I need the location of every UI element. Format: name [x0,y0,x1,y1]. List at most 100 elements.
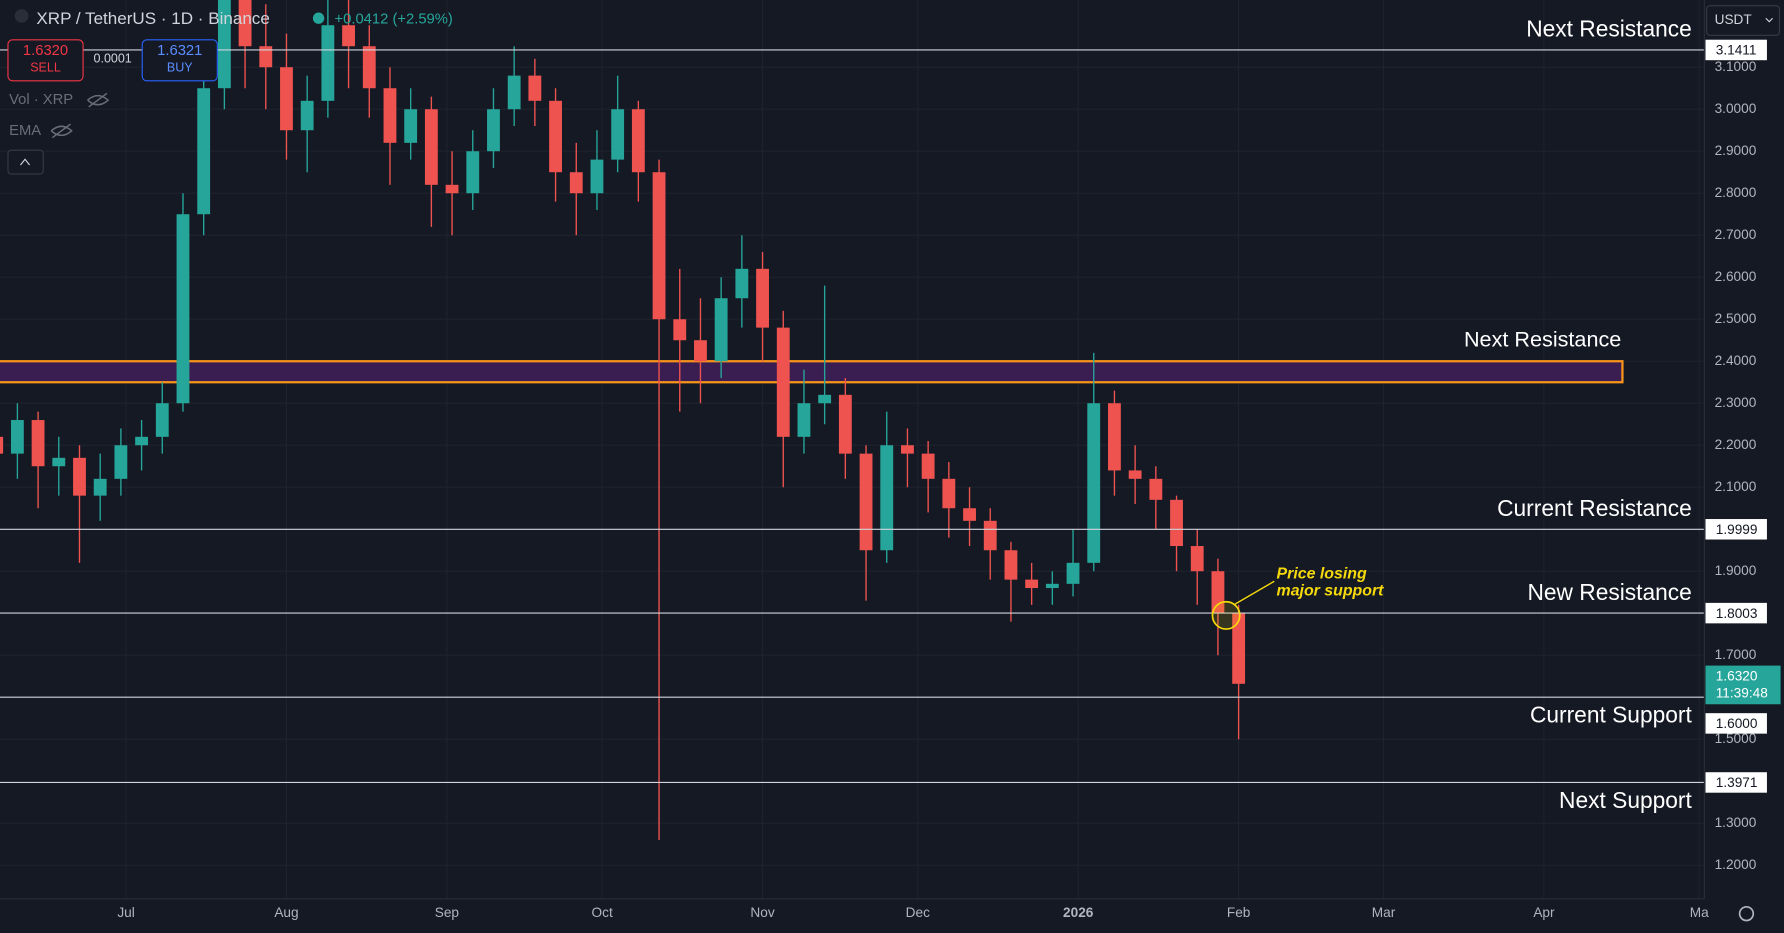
candle-body [280,67,293,131]
candle-body [1004,550,1018,580]
candle-body [942,478,956,509]
candle-body [963,508,976,521]
y-tick-label: 2.4000 [1715,353,1757,368]
sell-price: 1.6320 [23,43,68,59]
countdown: 11:39:48 [1716,686,1768,701]
level-price-label: 1.3971 [1716,775,1758,790]
candle-body [983,520,997,551]
hidden-icon[interactable] [87,92,110,108]
annotation-text: Price losing [1277,566,1367,583]
candle-body [631,109,645,173]
candle-body [590,159,604,194]
candle-body [114,445,128,479]
candle-body [321,25,335,101]
candle-body [1108,403,1121,471]
candle-body [1045,583,1059,589]
indicator-ema[interactable]: EMA [9,123,41,139]
x-tick-label: Aug [274,905,298,920]
level-price-box [1705,772,1767,793]
candle-body [31,420,45,467]
y-tick-label: 1.9000 [1715,563,1757,578]
collapse-button[interactable] [7,149,44,175]
candle-body [1232,613,1246,684]
x-tick-label: Jul [117,905,134,920]
candle-body [652,172,666,320]
x-tick-label: Sep [435,905,460,920]
candle-body [818,394,832,404]
candle-body [155,403,169,437]
candle-body [1025,579,1039,589]
buy-button[interactable] [141,39,218,82]
level-price-label: 1.8003 [1716,606,1758,621]
market-status [312,12,325,24]
x-tick-label: Apr [1533,905,1555,920]
y-tick-label: 1.5000 [1715,731,1757,746]
candle-body [776,327,790,437]
candle-body [176,214,190,404]
candle-body [694,340,707,362]
candle-body [549,100,562,173]
candle-body [735,268,749,299]
y-tick-label: 1.7000 [1715,647,1757,662]
candle-body [259,46,273,68]
y-tick-label: 2.7000 [1715,227,1757,242]
y-tick-label: 2.1000 [1715,479,1757,494]
symbol-title: XRP / TetherUS · 1D · Binance [36,9,269,28]
level-name: Next Support [1559,787,1692,813]
candle-body [135,436,148,446]
candle-body [611,109,625,160]
candle-body [673,319,687,341]
buy-price: 1.6321 [157,43,202,59]
candle-body [921,453,935,479]
candle-body [797,403,811,437]
candle-body [73,457,86,496]
candle-body [569,172,583,194]
sell-button[interactable] [7,39,84,82]
level-name: New Resistance [1527,579,1691,605]
indicator-vol[interactable]: Vol · XRP [9,92,73,108]
candle-body [1066,562,1080,584]
y-tick-label: 1.3000 [1715,815,1757,830]
candle-body [445,184,459,194]
candle-body [300,100,314,131]
candle-body [1149,478,1163,500]
candle-body [1170,499,1183,547]
resistance-zone [0,360,1624,384]
y-tick-label: 2.3000 [1715,395,1757,410]
candle-body [901,445,914,454]
candle-body [756,268,769,328]
symbol-icon [14,9,29,23]
currency: USDT [1715,12,1753,27]
candle-body [404,109,418,143]
candle-body [1190,546,1204,572]
y-tick-label: 2.6000 [1715,269,1757,284]
dropdown-icon [1765,17,1774,23]
settings-icon[interactable] [1738,905,1755,922]
candle-body [217,0,231,89]
level-price-box [1705,602,1767,624]
level-name: Current Resistance [1497,495,1692,521]
candle-body [10,420,24,454]
candle-body [838,394,852,454]
candle-body [880,445,894,551]
y-tick-label: 2.9000 [1715,143,1757,158]
candle-body [424,109,438,185]
candle-body [1087,403,1101,563]
level-name: Next Resistance [1526,16,1692,42]
level-price-label: 3.1411 [1716,43,1757,58]
candle-body [528,75,542,101]
level-price-box [1705,713,1767,734]
annotation-circle [1211,600,1241,630]
x-tick-label: Nov [750,905,774,920]
level-price-box [1705,519,1767,540]
y-tick-label: 2.8000 [1715,185,1757,200]
hidden-icon[interactable] [50,123,73,139]
candle-body [52,457,66,467]
candle-body [859,453,873,551]
candle-body [487,109,500,152]
candle-body [0,436,4,454]
candle-body [1128,470,1142,479]
candle-body [466,151,480,194]
currency-select[interactable] [1706,5,1781,36]
